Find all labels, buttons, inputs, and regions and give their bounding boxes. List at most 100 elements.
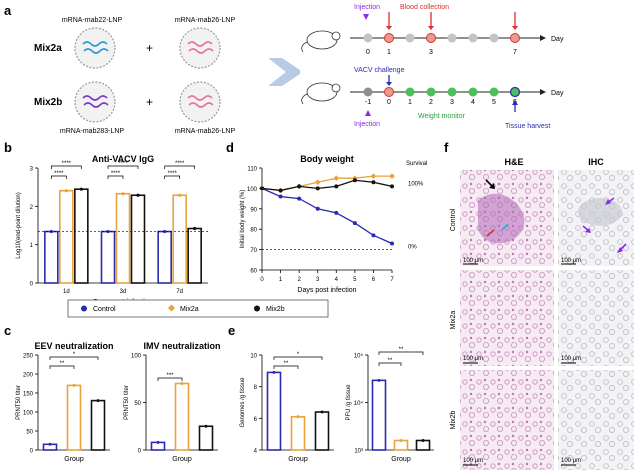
data-point [315,186,320,191]
y-axis-label: Genomes /g tissue [240,377,246,428]
significance-bracket [273,365,299,369]
significance-bracket [157,377,183,381]
y-tick-label: 100 [131,354,142,360]
merge-arrow [268,58,300,86]
timeline-1-dots [363,33,520,43]
bar [59,189,74,284]
legend-marker-control [81,305,87,312]
tl2-tick: 5 [492,99,496,106]
arrow-purple [617,243,627,253]
significance-bracket [378,362,402,366]
scale-bar-label: 100 μm [561,356,581,362]
y-tick-label: 10 [250,354,257,360]
significance-label: ** [399,347,404,353]
legend-label-control: Control [93,306,116,313]
chart-pfu: 10³ 10⁴ 10⁵ PFU /g tissue ** ** Group [346,347,434,463]
he-image-mix2a [460,270,554,366]
significance-label: **** [118,161,128,167]
tl2-tick: 2 [429,99,433,106]
tl1-tick-1: 1 [387,49,391,56]
arrow-red [486,229,495,237]
mouse-icon [301,82,341,105]
y-tick-label: 60 [250,269,257,275]
legend-frame [67,299,329,318]
injection-label-1: Injection [354,4,380,11]
data-point [163,229,167,234]
data-point [297,184,302,189]
bar [100,230,116,284]
significance-label: **** [175,161,185,167]
lnp-bottom-left-label: mRNA-mab283-LNP [60,128,125,135]
y-tick-label: 3 [30,167,34,173]
ihc-image-mix2b [558,370,634,470]
significance-bracket [164,175,181,179]
data-point [297,196,302,201]
panel-label-b: b [4,140,12,155]
significance-label: **** [167,171,177,177]
significance-label: * [73,352,76,358]
injection-marker [365,110,371,116]
lnp-group-mix2b: Mix2b + mRNA-mab283-LNP mRNA-mab26-LNP [34,81,236,135]
panel-label-d: d [226,140,234,155]
plus-sign: + [146,41,153,55]
data-point [334,184,339,189]
bar [130,194,146,284]
chart-title: Anti-VACV IgG [92,154,154,164]
y-tick-label: 50 [26,430,33,436]
data-point [136,193,140,197]
significance-bracket [273,356,323,360]
y-tick-label: 1 [30,243,34,249]
bar [44,230,59,284]
data-point [272,370,276,374]
challenge-arrow [386,75,392,86]
data-point [371,233,376,238]
y-axis-label: PRNT50 titer [124,385,130,420]
panel-label-a: a [4,3,12,18]
x-tick-label: 1 [279,277,283,283]
blood-arrow [512,12,518,30]
data-point [260,186,264,191]
row-label-control: Control [450,208,457,231]
lnp-particle [179,27,221,69]
significance-label: **** [111,171,121,177]
scale-bar-label: 100 μm [561,458,581,464]
y-tick-label: 0 [138,449,142,455]
data-point [352,178,357,183]
timeline-1: Injection Blood collection 0 1 3 7 Day [301,4,564,56]
vacv-challenge-label: VACV challenge [354,67,405,74]
x-tick-label: 3d [120,289,127,295]
lnp-top-right-label: mRNA-mab26-LNP [175,17,236,24]
y-tick-label: 0 [30,449,34,455]
data-point [314,179,321,186]
panel-label-f: f [444,140,449,155]
y-tick-label: 4 [254,449,258,455]
injection-label-2: Injection [354,121,380,128]
legend-marker-mix2b [254,305,260,312]
bar [266,371,282,451]
significance-label: **** [62,161,72,167]
y-tick-label: 90 [250,207,257,213]
bar [290,415,306,451]
blood-collection-label: Blood collection [400,4,449,11]
x-tick-label: 7d [176,289,183,295]
bar [115,192,131,284]
tl2-tick: 3 [450,99,454,106]
data-point [421,439,425,442]
data-point [79,187,83,191]
bar [172,194,187,284]
data-point [204,424,208,428]
lnp-bottom-right-label: mRNA-mab26-LNP [175,128,236,135]
x-tick-label: 0 [260,277,264,283]
x-tick-label: 3 [316,277,320,283]
chart-title: Body weight [300,154,354,164]
y-tick-label: 2 [30,205,34,211]
tl2-tick: 1 [408,99,412,106]
data-point [156,440,160,444]
data-point [48,442,52,446]
series-line [261,187,393,245]
chart-title: EEV neutralization [34,341,113,351]
bar [198,425,214,451]
y-tick-label: 100 [247,187,258,193]
significance-label: **** [54,171,64,177]
